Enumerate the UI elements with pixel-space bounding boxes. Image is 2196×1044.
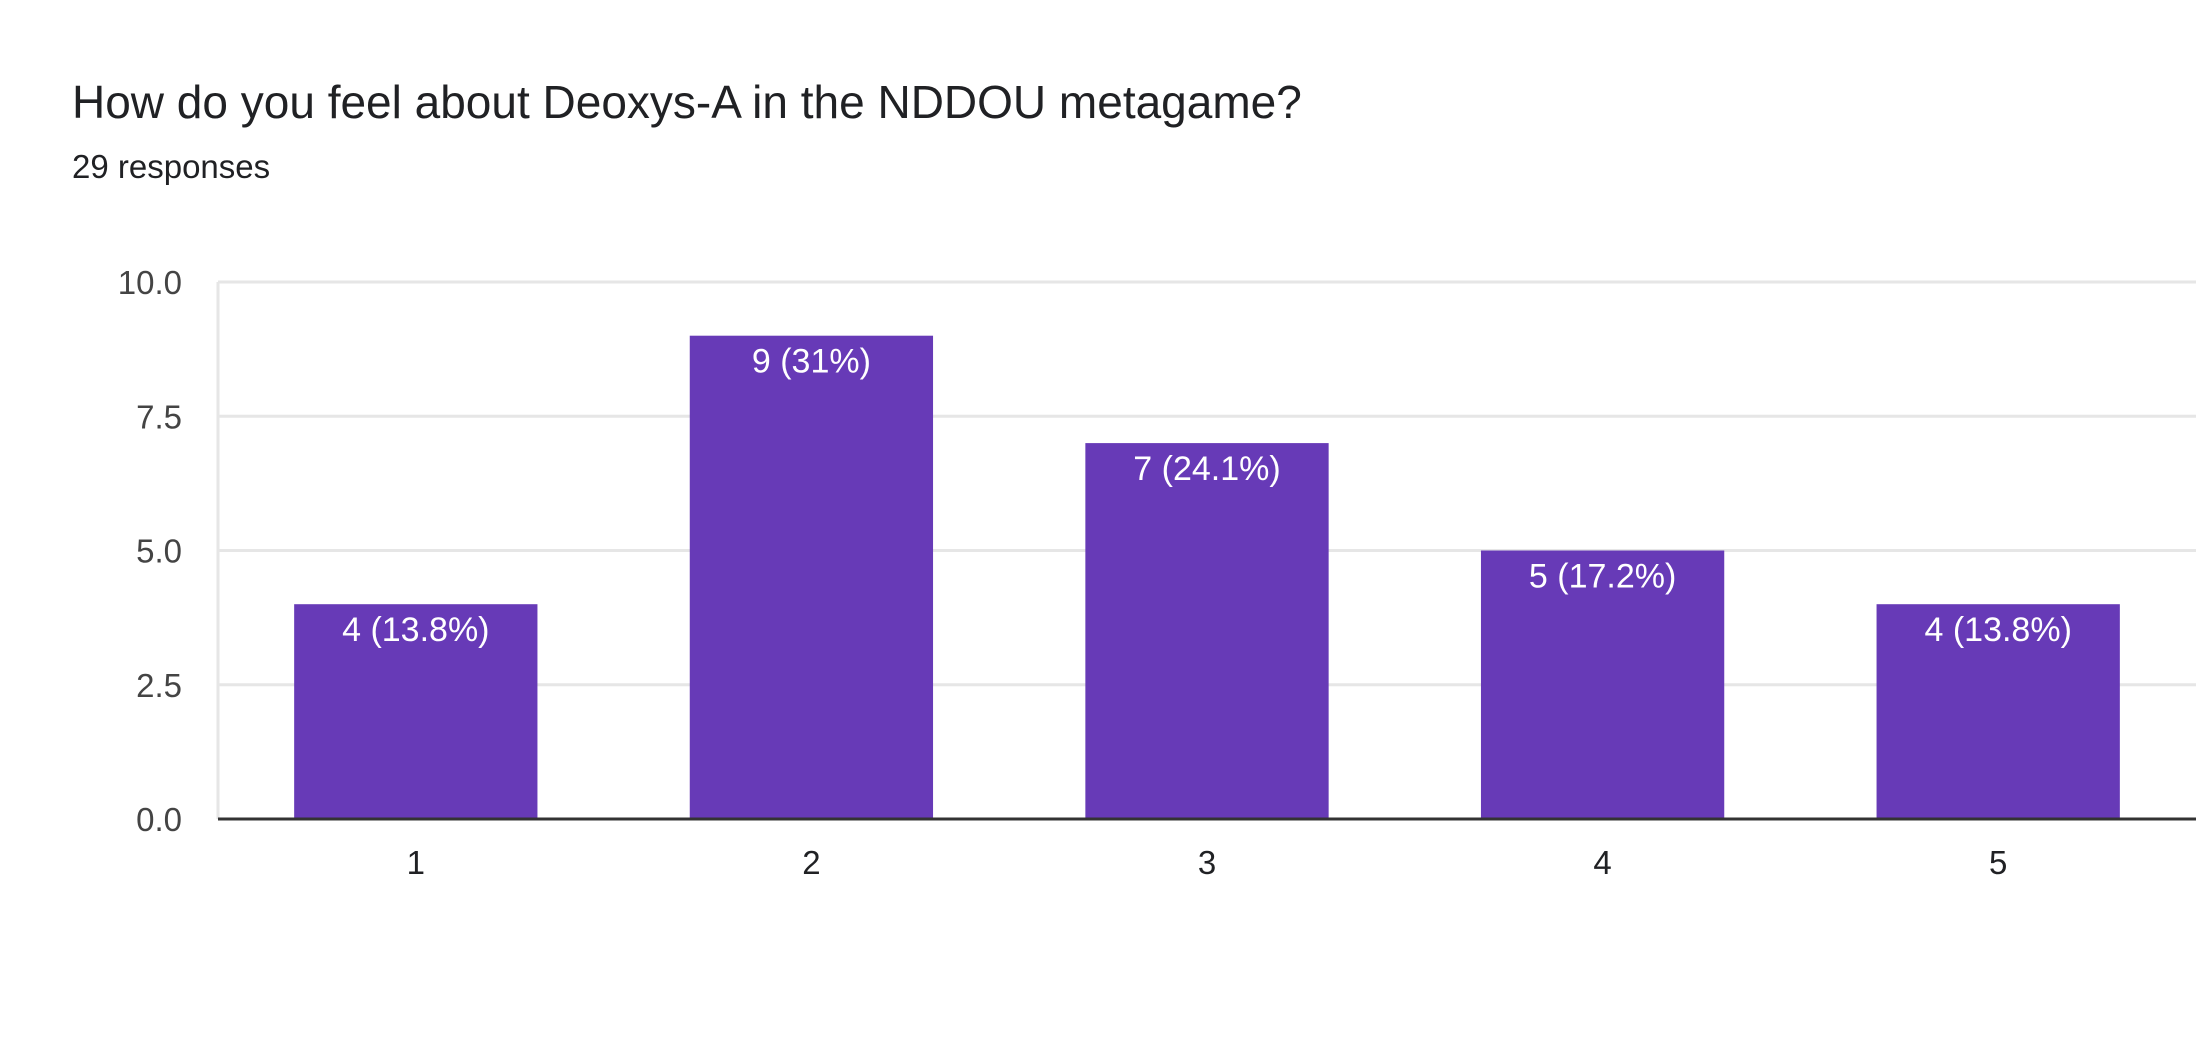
bars (294, 335, 2120, 819)
labels: 0.0 2.5 5.0 7.5 10.0 4 (13.8%) 1 9 (31%) 2 7 (24.… (118, 264, 2072, 881)
bar-5 (1876, 604, 2120, 819)
bar-2 (689, 335, 934, 819)
data-label: 7 (24.1%) (1133, 450, 1280, 488)
data-label: 5 (17.2%) (1529, 558, 1676, 596)
x-tick-label: 1 (407, 844, 425, 881)
question-title: How do you feel about Deoxys-A in the ND… (72, 76, 1302, 128)
data-label: 9 (31%) (752, 343, 871, 381)
x-tick-label: 2 (802, 844, 820, 881)
data-label: 4 (13.8%) (342, 611, 489, 649)
bar-1 (294, 604, 538, 819)
axes (216, 282, 2196, 821)
x-tick-label: 3 (1198, 844, 1216, 881)
x-tick-label: 5 (1989, 844, 2007, 881)
data-label: 4 (13.8%) (1924, 611, 2071, 649)
x-tick-label: 4 (1593, 844, 1611, 881)
bar-4 (1480, 550, 1725, 819)
y-tick-label: 2.5 (136, 667, 182, 704)
y-tick-label: 10.0 (118, 264, 182, 301)
y-tick-label: 7.5 (136, 398, 182, 435)
y-tick-label: 0.0 (136, 801, 182, 838)
response-count: 29 responses (72, 148, 271, 185)
bar-3 (1085, 443, 1329, 819)
y-tick-label: 5.0 (136, 533, 182, 570)
